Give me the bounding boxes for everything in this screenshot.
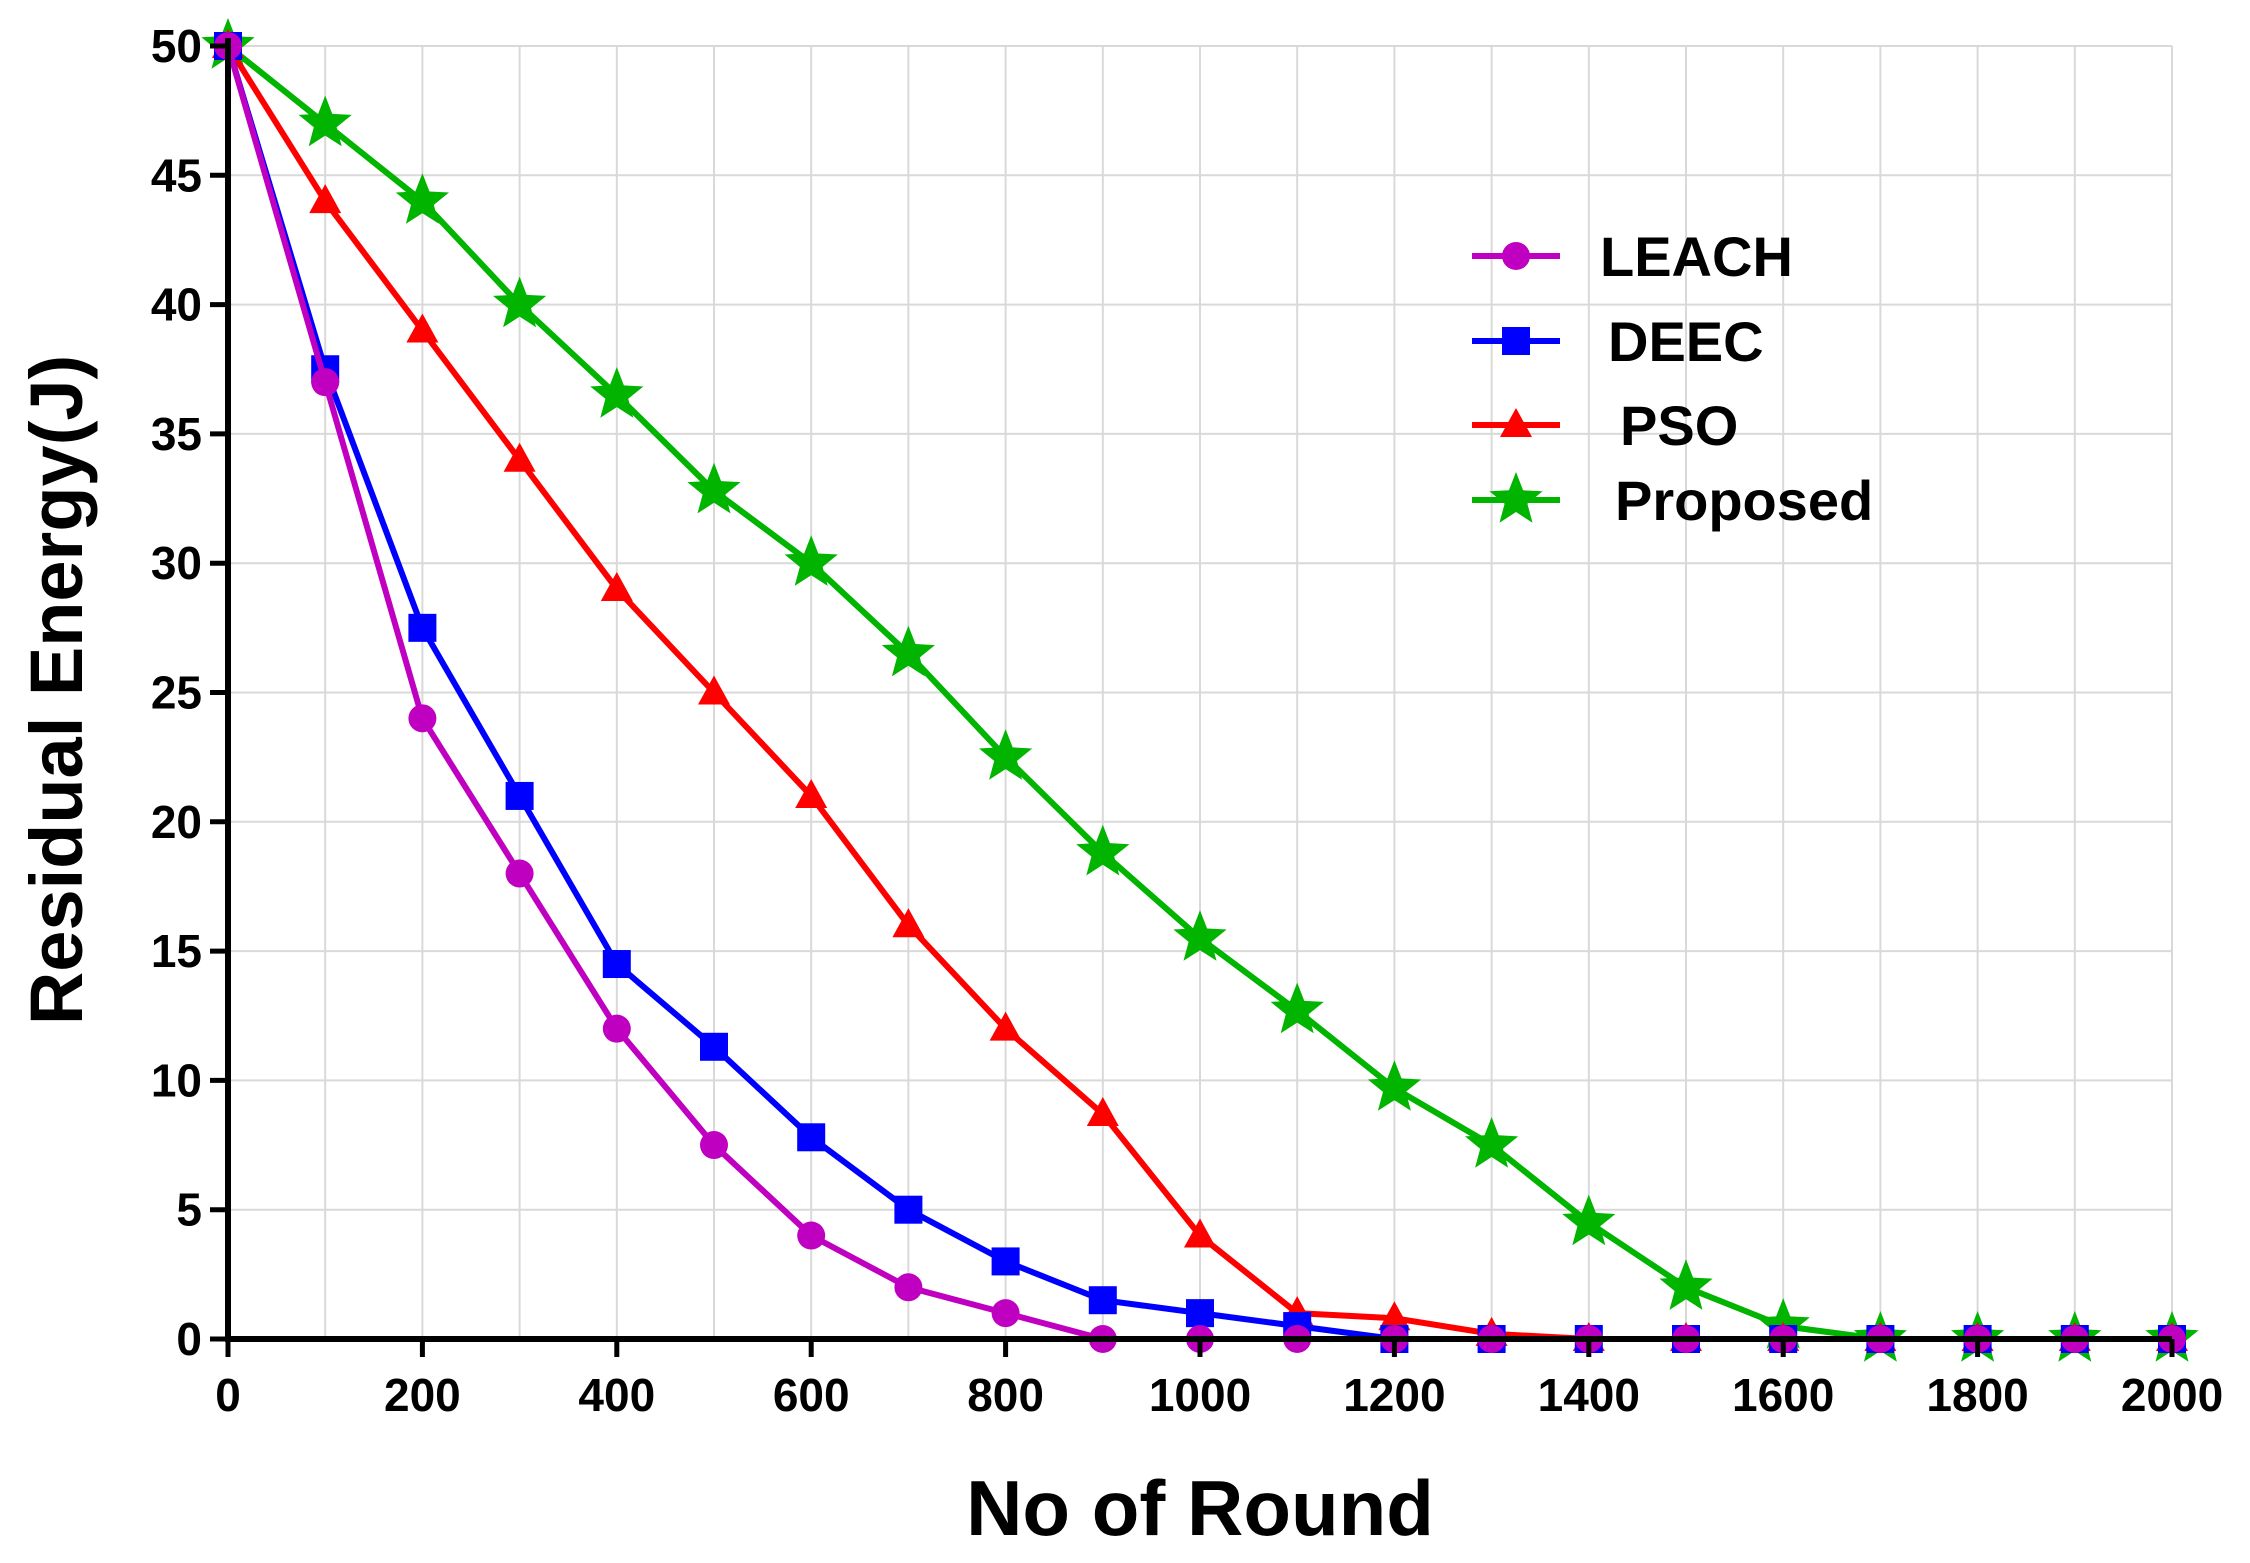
y-tick-label: 50 (151, 20, 202, 72)
deec-point (1088, 1286, 1117, 1315)
deec-point (408, 613, 437, 642)
legend-deec-marker (1502, 327, 1530, 355)
x-tick-label: 400 (578, 1369, 655, 1421)
proposed-point (1173, 910, 1227, 961)
x-tick-label: 1400 (1538, 1369, 1640, 1421)
y-tick-label: 35 (151, 408, 202, 460)
y-tick-label: 5 (176, 1184, 202, 1236)
legend-label-pso: PSO (1620, 394, 1738, 457)
legend-label-proposed: Proposed (1615, 469, 1873, 532)
y-tick-label: 20 (151, 796, 202, 848)
x-tick-label: 2000 (2121, 1369, 2223, 1421)
proposed-point (1076, 824, 1130, 876)
y-tick-label: 0 (176, 1313, 202, 1365)
proposed-point (687, 462, 741, 514)
deec-point (991, 1247, 1020, 1276)
legend-pso-marker (1500, 408, 1532, 437)
x-tick-label: 1200 (1343, 1369, 1445, 1421)
proposed-point (881, 625, 935, 677)
leach-point (797, 1221, 826, 1250)
x-axis-title: No of Round (966, 1464, 1434, 1552)
x-tick-label: 1600 (1732, 1369, 1834, 1421)
deec-point (1186, 1299, 1214, 1328)
leach-point (311, 368, 340, 397)
proposed-point (1465, 1117, 1519, 1168)
proposed-point (1270, 982, 1324, 1034)
proposed-point (1367, 1060, 1421, 1111)
legend-label-leach: LEACH (1600, 225, 1793, 288)
proposed-point (493, 276, 547, 328)
pso-point (1086, 1097, 1119, 1127)
leach-point (602, 1014, 631, 1043)
y-tick-label: 25 (151, 667, 202, 719)
grid-lines (228, 45, 2173, 1339)
y-tick-label: 45 (151, 149, 202, 201)
proposed-point (979, 729, 1033, 780)
x-tick-label: 200 (384, 1369, 461, 1421)
deec-point (602, 950, 631, 979)
legend: LEACH DEEC PSO Proposed (1472, 225, 1873, 532)
x-tick-label: 0 (215, 1369, 241, 1421)
deec-point (700, 1032, 728, 1061)
pso-point (600, 572, 633, 602)
legend-leach-marker (1502, 242, 1530, 270)
deec-point (894, 1195, 923, 1224)
legend-item-proposed: Proposed (1472, 469, 1873, 532)
proposed-point (1562, 1194, 1616, 1246)
x-tick-label: 1800 (1926, 1369, 2028, 1421)
y-tick-label: 30 (151, 537, 202, 589)
leach-point (894, 1273, 923, 1302)
deec-point (505, 781, 534, 810)
deec-point (797, 1123, 826, 1152)
leach-point (700, 1131, 728, 1160)
legend-item-leach: LEACH (1472, 225, 1793, 288)
pso-point (503, 442, 536, 472)
proposed-point (784, 535, 838, 586)
pso-point (309, 184, 342, 214)
leach-point (505, 859, 534, 888)
pso-point (989, 1011, 1022, 1041)
proposed-point (590, 367, 644, 418)
pso-point (795, 778, 828, 808)
legend-item-pso: PSO (1472, 394, 1738, 457)
legend-label-deec: DEEC (1608, 310, 1764, 373)
y-tick-label: 40 (151, 279, 202, 331)
leach-point (991, 1299, 1020, 1328)
pso-point (406, 313, 439, 343)
x-tick-label: 600 (773, 1369, 850, 1421)
x-tick-label: 1000 (1149, 1369, 1251, 1421)
x-tick-label: 800 (967, 1369, 1044, 1421)
proposed-point (1659, 1259, 1713, 1310)
tick-labels: 0 5 10 15 20 25 30 35 40 45 50 0 200 400 600 800 1000 120… (151, 20, 2223, 1421)
proposed-point (395, 173, 449, 224)
pso-point (892, 908, 925, 938)
pso-point (1378, 1301, 1411, 1331)
y-tick-label: 10 (151, 1054, 202, 1106)
pso-point (698, 675, 730, 705)
y-tick-label: 15 (151, 925, 202, 977)
axes (210, 38, 2175, 1357)
pso-point (1184, 1218, 1216, 1248)
y-axis-title: Residual Energy(J) (15, 355, 98, 1025)
legend-item-deec: DEEC (1472, 310, 1764, 373)
proposed-point (298, 95, 352, 147)
leach-point (408, 704, 437, 733)
legend-proposed-marker (1489, 472, 1543, 523)
